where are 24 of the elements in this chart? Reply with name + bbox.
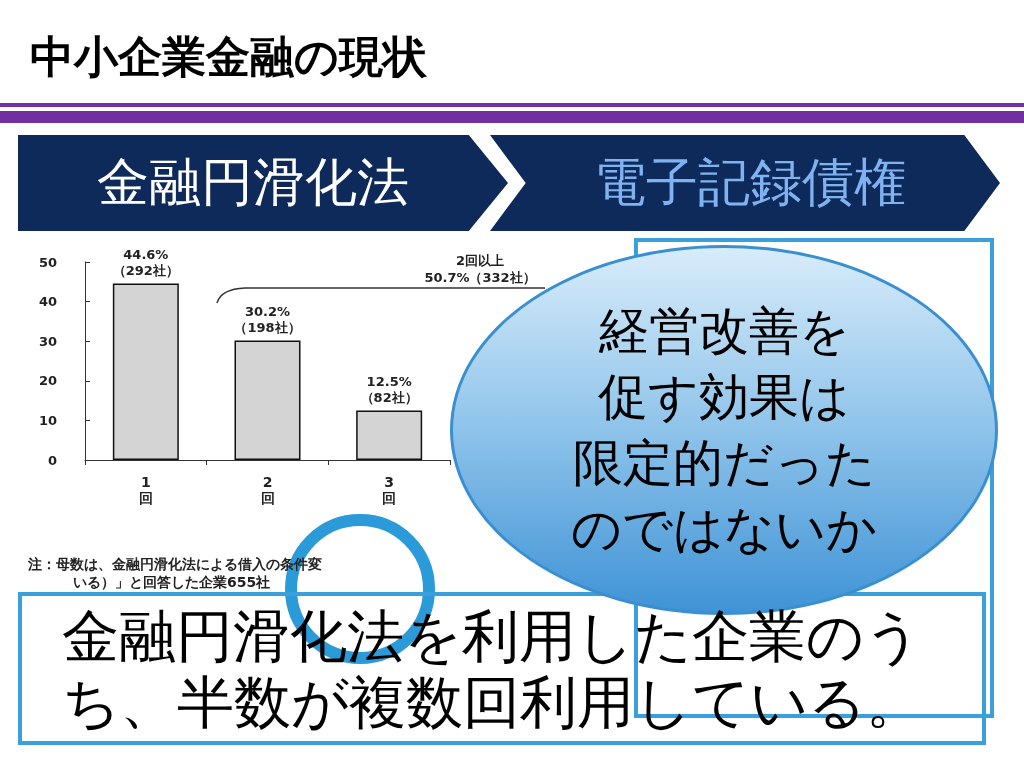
data-label: 44.6% （292社） [112,246,179,278]
y-tick-label: 30 [38,333,57,349]
annotation: 2回以上 50.7%（332社） [423,252,537,286]
text: のではないか [571,499,877,560]
text: 経営改善を [598,301,850,362]
text: 促す効果は [598,367,850,428]
y-tick-label: 0 [47,452,57,468]
x-tick-label: 1回 [138,474,153,506]
text: いる）」と回答した企業655社 [72,573,272,591]
text: 電子記録債権 [594,151,906,214]
text: 金融円滑化法 [97,151,409,214]
x-tick-label: 2回 [260,474,275,506]
bar [234,340,301,460]
y-tick-label: 50 [38,254,57,270]
data-label: 12.5% （82社） [360,374,418,405]
text: 限定的だった [572,433,876,494]
y-tick-label: 20 [38,373,57,389]
bar [356,410,423,460]
x-tick-label: 3回 [382,474,397,506]
y-tick-label: 10 [38,412,57,428]
y-tick-label: 40 [38,294,57,310]
bar [112,283,179,460]
chart-title: 中小企業金融の現状 [30,30,427,84]
data-label: 30.2% （198社） [234,303,301,335]
